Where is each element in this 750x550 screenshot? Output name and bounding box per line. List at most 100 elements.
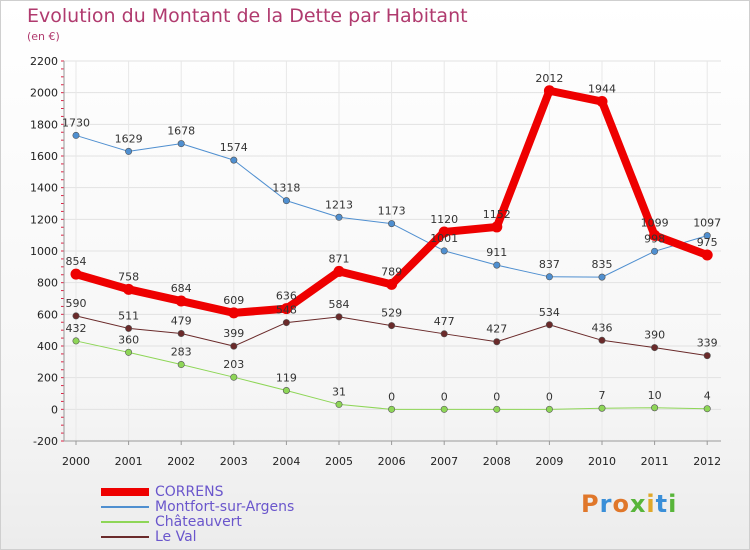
data-point (177, 361, 185, 369)
data-label: 684 (171, 282, 192, 295)
logo-letter: P (581, 490, 600, 518)
logo-letter: i (646, 490, 656, 518)
data-point (386, 278, 398, 290)
legend-label: Le Val (155, 529, 197, 545)
data-point (388, 405, 396, 413)
data-label: 1629 (115, 132, 143, 145)
data-label: 1213 (325, 198, 353, 211)
y-tick-label: 1200 (30, 213, 58, 226)
data-label: 4 (704, 390, 711, 403)
logo-letter: i (668, 490, 678, 518)
x-tick-label: 2010 (588, 455, 616, 468)
data-point (545, 321, 553, 329)
data-label: 2012 (535, 72, 563, 85)
data-point (230, 342, 238, 350)
data-label: 1120 (430, 213, 458, 226)
data-point (493, 261, 501, 269)
data-point (491, 221, 503, 233)
y-tick-label: 1400 (30, 182, 58, 195)
data-point (282, 319, 290, 327)
data-label: 584 (329, 298, 350, 311)
data-point (545, 405, 553, 413)
data-label: 548 (276, 304, 297, 317)
data-label: 590 (66, 297, 87, 310)
data-label: 1318 (272, 182, 300, 195)
data-point (125, 348, 133, 356)
data-label: 975 (697, 236, 718, 249)
data-point (282, 197, 290, 205)
data-label: 837 (539, 258, 560, 271)
data-point (703, 405, 711, 413)
data-label: 854 (66, 255, 87, 268)
logo-letter: r (599, 490, 613, 518)
data-label: 529 (381, 307, 402, 320)
logo-letter: t (655, 490, 669, 518)
data-point (230, 156, 238, 164)
y-tick-label: 400 (37, 340, 58, 353)
data-point (703, 232, 711, 240)
data-label: 636 (276, 290, 297, 303)
data-point (335, 213, 343, 221)
data-point (228, 307, 240, 319)
x-tick-label: 2001 (115, 455, 143, 468)
legend-label: Châteauvert (155, 514, 242, 530)
data-label: 7 (599, 389, 606, 402)
data-point (440, 405, 448, 413)
data-point (70, 268, 82, 280)
data-point (72, 312, 80, 320)
data-label: 511 (118, 309, 139, 322)
logo-letter: x (629, 490, 647, 518)
data-point (703, 352, 711, 360)
x-tick-label: 2000 (62, 455, 90, 468)
y-tick-label: 1800 (30, 118, 58, 131)
data-point (438, 226, 450, 238)
data-label: 0 (546, 390, 553, 403)
data-label: 1001 (430, 232, 458, 245)
data-label: 399 (223, 327, 244, 340)
data-label: 390 (644, 329, 665, 342)
data-point (701, 249, 713, 261)
data-point (598, 336, 606, 344)
legend-label: CORRENS (155, 484, 224, 500)
data-label: 609 (223, 294, 244, 307)
data-label: 432 (66, 322, 87, 335)
data-label: 911 (486, 246, 507, 259)
logo-letter: o (612, 490, 630, 518)
x-tick-label: 2007 (430, 455, 458, 468)
data-point (125, 147, 133, 155)
legend-swatch (101, 488, 149, 496)
data-point (493, 405, 501, 413)
y-tick-label: -200 (33, 435, 58, 448)
data-point (175, 295, 187, 307)
data-label: 1730 (62, 116, 90, 129)
data-point (335, 400, 343, 408)
data-point (598, 404, 606, 412)
y-tick-label: 0 (51, 403, 58, 416)
data-label: 0 (388, 390, 395, 403)
y-tick-label: 1600 (30, 150, 58, 163)
x-tick-label: 2006 (378, 455, 406, 468)
data-label: 758 (118, 270, 139, 283)
y-tick-label: 2000 (30, 87, 58, 100)
data-point (335, 313, 343, 321)
data-point (651, 247, 659, 255)
x-tick-label: 2008 (483, 455, 511, 468)
data-point (282, 386, 290, 394)
data-label: 534 (539, 306, 560, 319)
data-label: 427 (486, 323, 507, 336)
data-point (72, 337, 80, 345)
data-point (651, 404, 659, 412)
legend-swatch (101, 521, 149, 523)
data-point (177, 329, 185, 337)
data-point (598, 273, 606, 281)
x-tick-label: 2003 (220, 455, 248, 468)
data-point (543, 85, 555, 97)
data-point (651, 344, 659, 352)
data-label: 10 (648, 389, 662, 402)
data-label: 1097 (693, 217, 721, 230)
data-label: 31 (332, 385, 346, 398)
x-tick-label: 2005 (325, 455, 353, 468)
chart-subtitle: (en €) (27, 30, 60, 43)
